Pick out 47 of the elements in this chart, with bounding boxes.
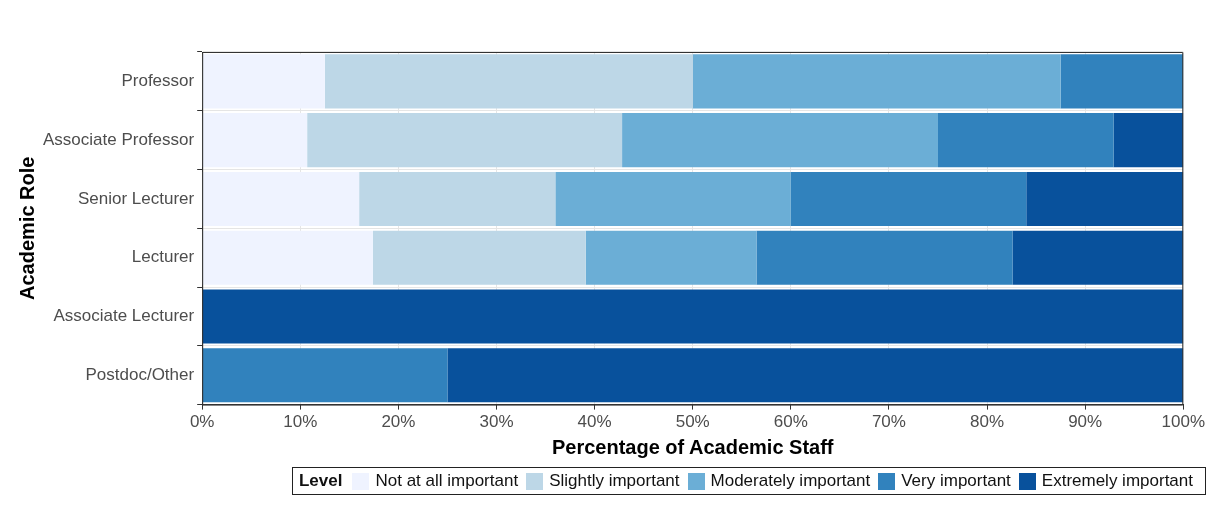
legend-title: Level — [298, 471, 343, 491]
x-tick-label: 30% — [479, 412, 514, 432]
legend-label: Moderately important — [710, 471, 871, 491]
x-tick-label: 40% — [577, 412, 612, 432]
bar — [202, 54, 325, 109]
x-tick-label: 100% — [1161, 412, 1205, 432]
x-tick-label: 60% — [773, 412, 808, 432]
bar — [202, 348, 448, 403]
y-axis-title: Academic Role — [15, 156, 38, 300]
bar — [359, 171, 556, 226]
x-axis-title: Percentage of Academic Staff — [551, 435, 834, 458]
x-tick-label: 0% — [189, 412, 215, 432]
bar — [937, 113, 1114, 168]
y-tick-label: Postdoc/Other — [85, 364, 195, 384]
legend-label: Not at all important — [375, 471, 519, 491]
legend-label: Very important — [901, 471, 1011, 491]
bar — [372, 230, 586, 285]
legend-label: Extremely important — [1041, 471, 1193, 491]
bar — [202, 230, 373, 285]
y-tick-label: Associate Lecturer — [53, 306, 195, 326]
y-tick-label: Associate Professor — [42, 129, 195, 149]
bar — [555, 171, 791, 226]
bar — [1113, 113, 1184, 168]
x-tick-label: 10% — [283, 412, 318, 432]
y-tick-label: Lecturer — [131, 247, 195, 267]
bar — [585, 230, 757, 285]
bar — [307, 113, 623, 168]
x-tick-label: 80% — [970, 412, 1005, 432]
bar — [202, 289, 1184, 344]
legend-label: Slightly important — [549, 471, 680, 491]
bar — [692, 54, 1061, 109]
bar — [202, 171, 360, 226]
bar — [447, 348, 1184, 403]
bar — [1026, 171, 1184, 226]
bar — [324, 54, 693, 109]
x-tick-label: 50% — [675, 412, 710, 432]
x-tick-label: 90% — [1068, 412, 1103, 432]
y-tick-label: Senior Lecturer — [77, 188, 195, 208]
x-tick-label: 70% — [871, 412, 906, 432]
bar — [790, 171, 1027, 226]
bar — [756, 230, 1013, 285]
bar — [202, 113, 308, 168]
y-tick-label: Professor — [121, 71, 195, 91]
bar — [1060, 54, 1184, 109]
x-tick-label: 20% — [381, 412, 416, 432]
bar — [1012, 230, 1184, 285]
bar — [622, 113, 938, 168]
